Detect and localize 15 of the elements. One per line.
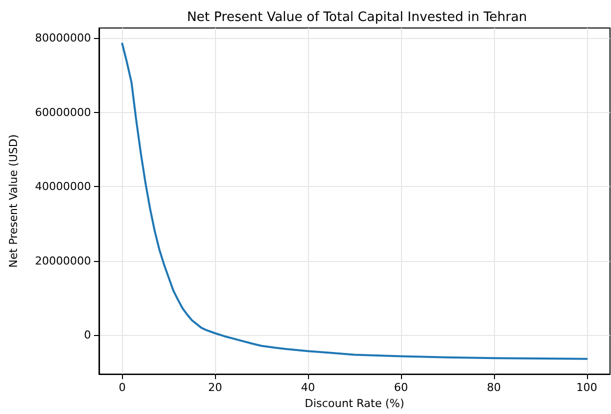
y-tick-label: 20000000 [35,254,91,268]
y-axis-title: Net Present Value (USD) [7,134,20,268]
chart-title: Net Present Value of Total Capital Invested in Tehran [186,10,528,25]
y-tick-label: 80000000 [35,32,91,45]
x-tick-label: 80 [486,381,501,394]
y-tick-label: 0 [84,328,91,342]
x-tick-label: 100 [576,381,598,394]
line-series [121,42,588,360]
x-axis-title: Discount Rate (%) [304,397,404,410]
y-tick-label: 60000000 [35,106,91,119]
x-tick-label: 60 [394,381,408,394]
x-tick-label: 40 [301,381,316,394]
y-tick-label: 40000000 [35,180,91,194]
x-tick-label: 20 [208,381,222,394]
x-tick-label: 0 [118,381,126,394]
